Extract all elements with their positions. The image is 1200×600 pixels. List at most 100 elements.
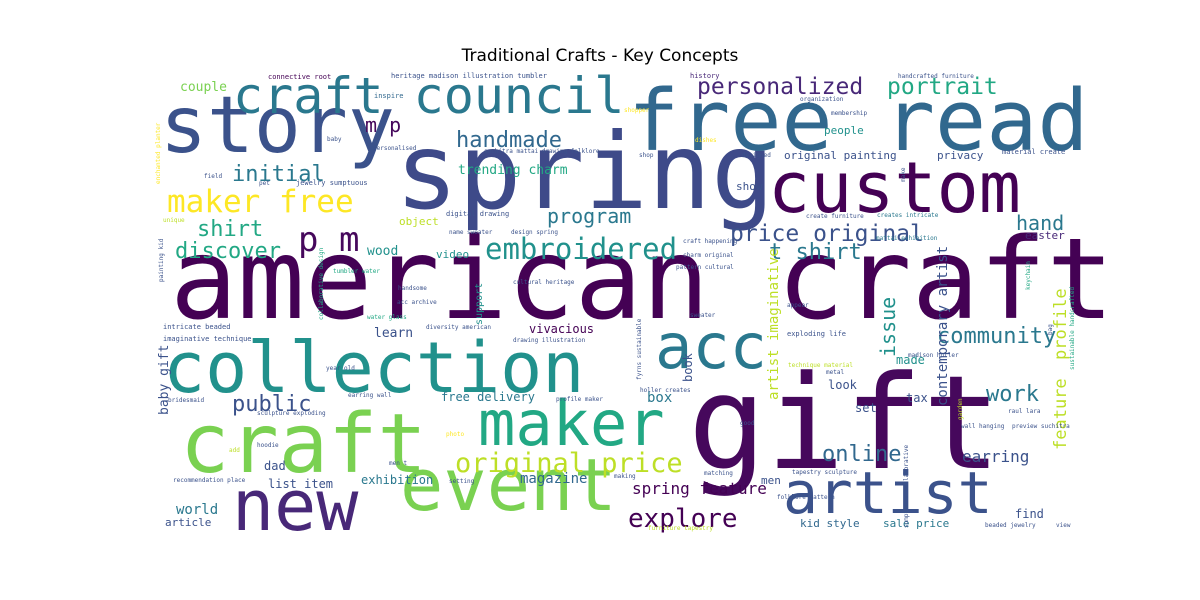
word-free-read: free read — [628, 72, 1089, 171]
word-initial: initial — [232, 162, 325, 187]
word-look: look — [828, 378, 858, 392]
word-enchanted-planter: enchanted planter — [155, 122, 162, 184]
word-men-t: men t — [389, 460, 407, 467]
word-good: good — [740, 420, 755, 427]
word-find: find — [1015, 507, 1044, 521]
word-issue: issue — [876, 297, 900, 357]
word-story: story — [160, 81, 395, 171]
word-trending-charm: trending charm — [458, 163, 568, 178]
word-design-spring: design spring — [511, 229, 558, 236]
word-original-price: original price — [455, 448, 683, 479]
word-price-original: price original — [730, 221, 924, 247]
word-furniture-tapestry: furniture tapestry — [648, 525, 713, 532]
word-event: event — [400, 443, 617, 527]
word-p-m: p m — [298, 220, 359, 260]
word-madison-holler: madison holler — [908, 352, 959, 359]
word-show: show — [736, 180, 763, 193]
word-earring-wall: earring wall — [348, 392, 392, 399]
word-custom: custom — [768, 147, 1021, 229]
word-list-item: list item — [268, 477, 333, 491]
word-suchitra-mattai-drawing-folklore: suchitra mattai drawing folklore — [484, 148, 600, 155]
word-view: view — [1056, 522, 1071, 529]
word-tumbler-water: tumbler water — [333, 268, 380, 275]
word-shop: shop — [639, 152, 654, 159]
word-membership: membership — [831, 110, 868, 117]
word-magazine: magazine — [520, 471, 587, 487]
chart-title: Traditional Crafts - Key Concepts — [461, 46, 739, 66]
word-couple: couple — [180, 80, 227, 95]
word-program: program — [547, 204, 631, 228]
word-acc-archive: acc archive — [397, 299, 437, 306]
word-digital-drawing: digital drawing — [446, 210, 509, 218]
word-imaginative-technique: imaginative technique — [163, 335, 252, 343]
word-work: work — [986, 382, 1039, 407]
word-hoodie: hoodie — [257, 442, 279, 449]
word-handsome: handsome — [398, 285, 427, 292]
word-water-glass: water glass — [367, 314, 407, 321]
word-handcrafted-furniture: handcrafted furniture — [898, 73, 974, 80]
word-intricate-beaded: intricate beaded — [163, 323, 230, 331]
word-american-craft: american craft — [170, 215, 1114, 345]
word-online: online — [822, 442, 901, 467]
word-support: support — [474, 283, 485, 325]
word-making: making — [614, 473, 636, 480]
word-collection: collection — [163, 327, 584, 409]
word-acc: acc — [655, 310, 767, 383]
word-fyrns-sustainable: fyrns sustainable — [636, 318, 643, 380]
word-matching: matching — [704, 470, 733, 477]
word-heritage-madison-illustration-tumbler: heritage madison illustration tumbler — [391, 72, 547, 80]
word-feature: feature — [1051, 378, 1071, 450]
word-mattai-exhibition: mattai exhibition — [876, 235, 938, 242]
word-keychain: keychain — [1025, 261, 1032, 290]
word-object: object — [399, 215, 439, 228]
word-preview-suchitra: preview suchitra — [1012, 423, 1070, 430]
word-box: box — [647, 390, 672, 406]
word-year-old: year old — [326, 365, 355, 372]
word-folklore-pattern: folklore pattern — [777, 494, 835, 501]
word-book: book — [681, 352, 695, 382]
word-spring-feature: spring feature — [632, 479, 767, 498]
word-recommendation-place: recommendation place — [173, 477, 246, 484]
word-sale-price: sale price — [883, 517, 949, 530]
word-article: article — [165, 516, 211, 529]
word-discover: discover — [175, 239, 281, 264]
word-make: make — [900, 167, 907, 182]
word-artist: artist — [783, 459, 993, 527]
word-cultural-heritage: cultural heritage — [513, 279, 575, 286]
word-connective-root: connective root — [268, 73, 331, 81]
word-tax: tax — [906, 391, 928, 405]
word-t-shirt: t shirt — [769, 240, 862, 265]
word-artist-imaginative: artist imaginative — [766, 248, 782, 400]
word-maker: maker — [478, 387, 665, 460]
word-hand: hand — [1016, 211, 1064, 235]
word-embroidered: embroidered — [485, 232, 677, 266]
word-sweater: sweater — [690, 312, 716, 319]
word-privacy: privacy — [937, 149, 984, 162]
word-men: men — [761, 474, 781, 487]
word-tapestry-sculpture: tapestry sculpture — [792, 469, 857, 476]
word-dad: dad — [264, 459, 286, 473]
word-craft-council: craft council — [233, 67, 624, 125]
word-made: made — [896, 353, 925, 367]
word-pet: pet — [259, 180, 270, 187]
word-video: video — [436, 248, 469, 261]
word-material-create: material create — [1002, 148, 1065, 156]
word-maker-free: maker free — [167, 184, 354, 220]
word-community: community — [937, 324, 1056, 349]
word-photo: photo — [446, 431, 464, 438]
word-drawing-illustration: drawing illustration — [513, 337, 586, 344]
word-new: new — [232, 465, 359, 547]
word-jewelry-sumptuous: jewelry sumptuous — [296, 179, 368, 187]
word-wood: wood — [367, 244, 398, 259]
word-charm-original: charm original — [683, 252, 734, 259]
word-portrait: portrait — [887, 74, 998, 100]
word-personalized: personalized — [697, 74, 863, 100]
word-craft-happening: craft happening — [683, 238, 738, 245]
word-handmade: handmade — [456, 128, 562, 153]
word-sustainable-handcrafted: sustainable handcrafted — [1069, 287, 1076, 370]
word-create-furniture: create furniture — [806, 213, 864, 220]
word-learn: learn — [374, 326, 413, 341]
word-contemporary-artist: contemporary artist — [935, 246, 951, 406]
word-gift: gift — [688, 347, 1001, 499]
word-m-p: m p — [365, 113, 401, 137]
